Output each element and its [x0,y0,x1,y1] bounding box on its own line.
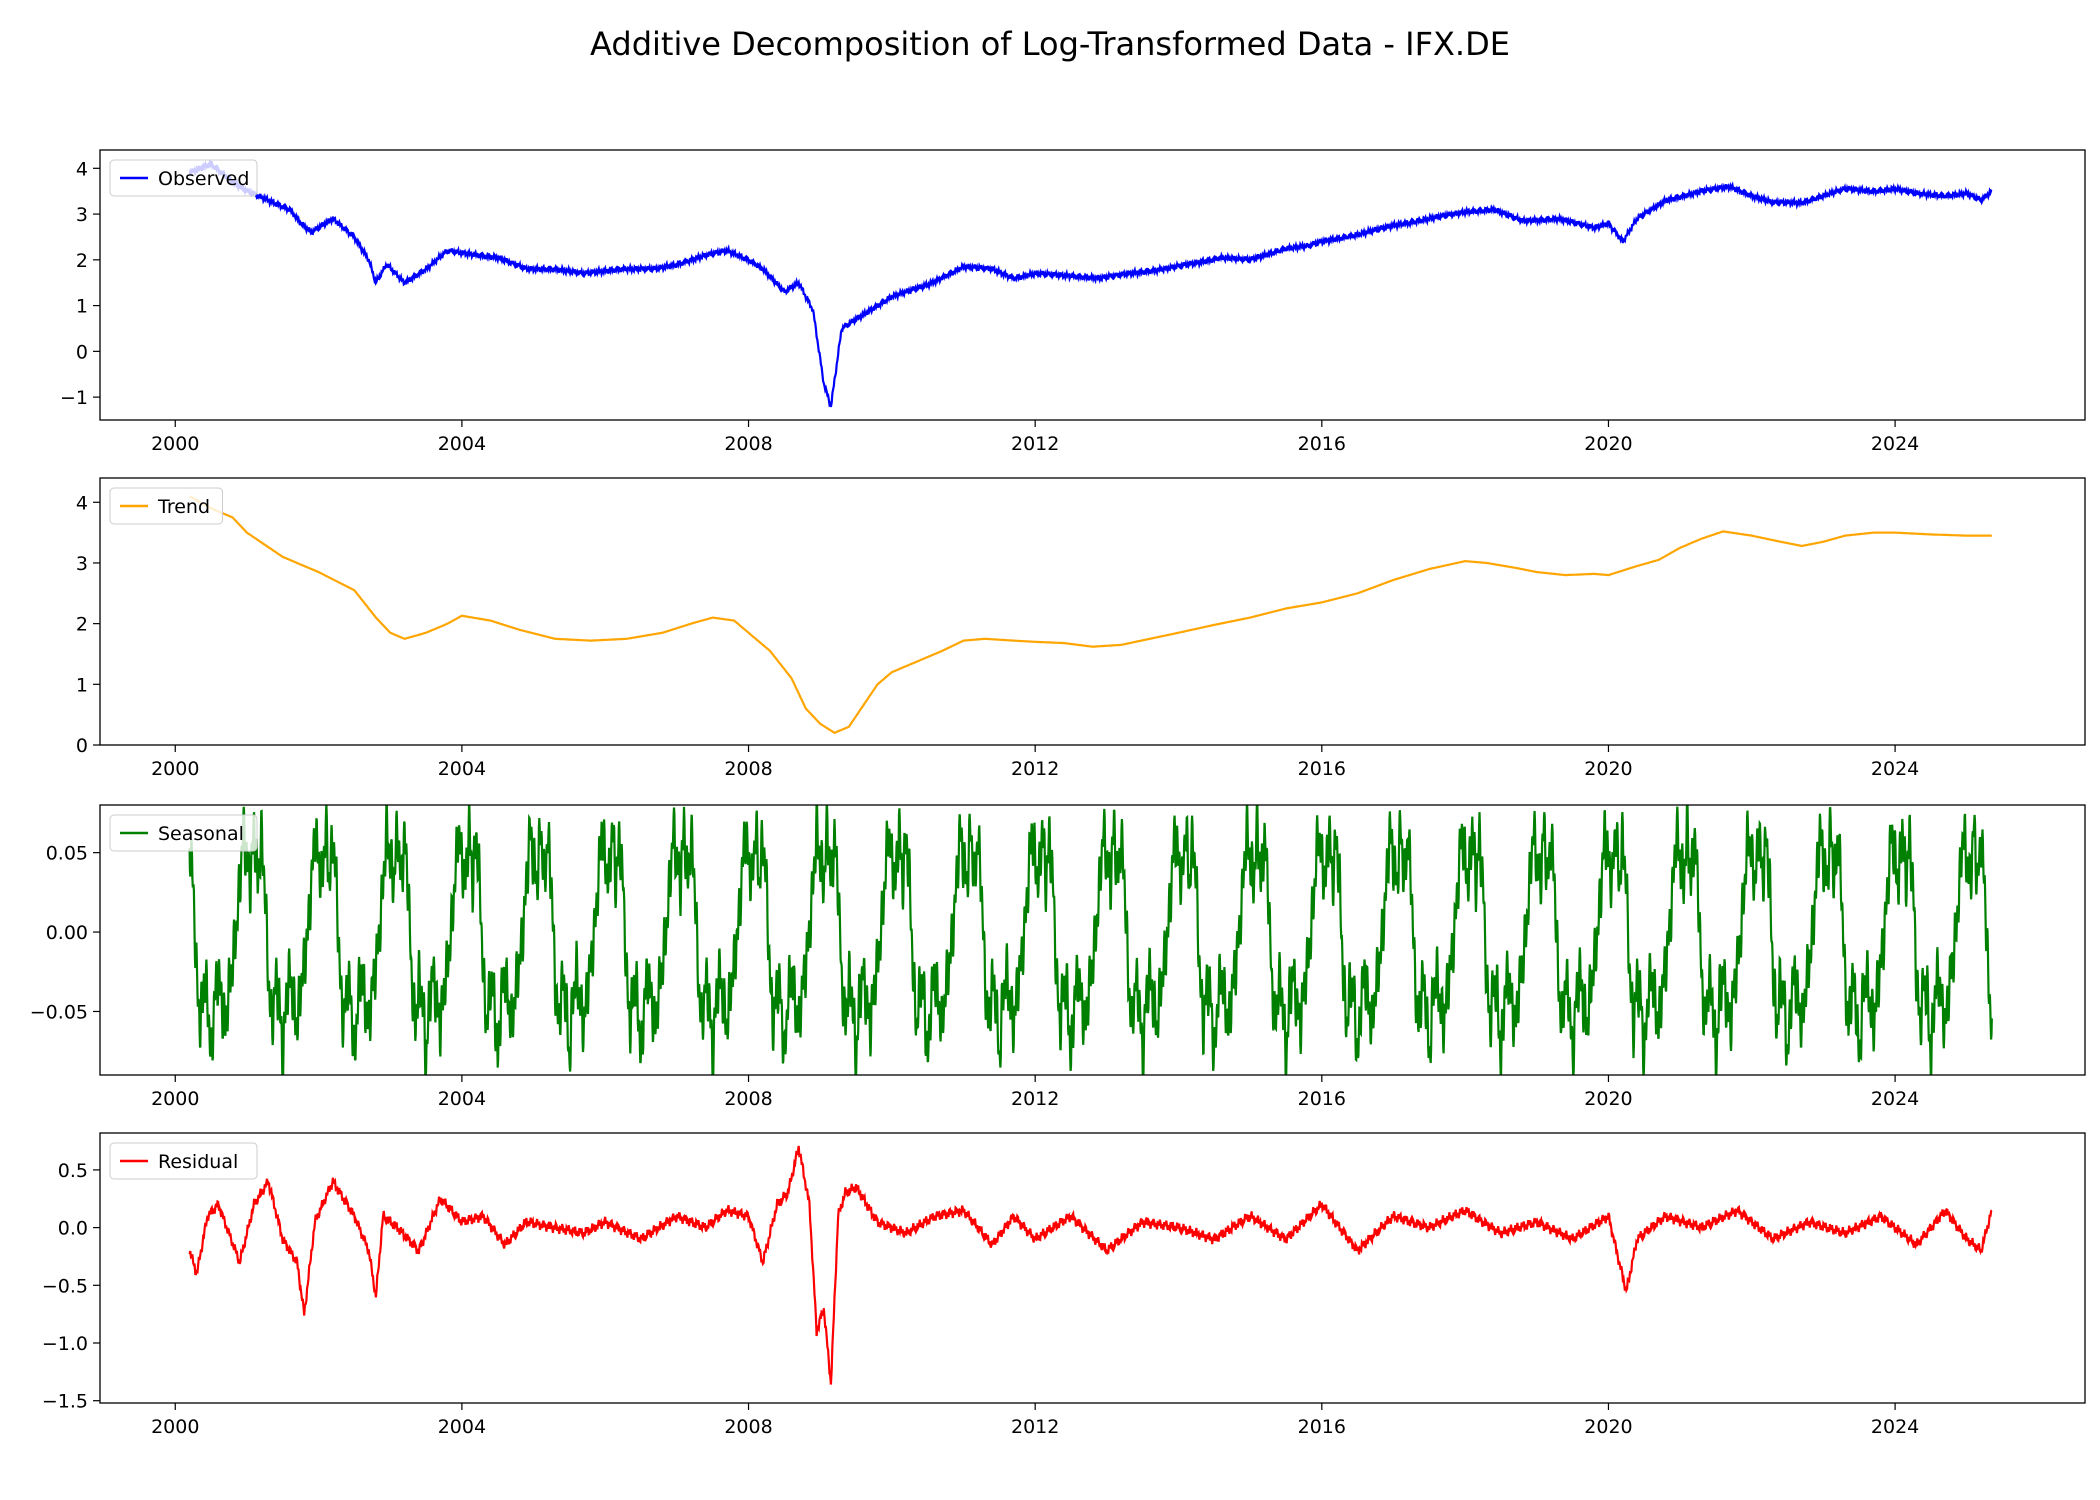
x-tick-label: 2004 [438,1088,486,1110]
trend-legend: Trend [109,487,223,525]
residual-panel: 2000 2004 2008 2012 2016 2020 2024 −1.5 −1.0 −0.5… [42,1132,2086,1438]
x-tick-label: 2000 [151,433,199,455]
y-tick-label: 0.05 [46,843,88,865]
legend-box [109,814,258,852]
legend-label: Seasonal [158,823,244,845]
trend-axes-frame [99,477,2086,746]
seasonal-legend: Seasonal [109,814,258,852]
x-tick-label: 2012 [1011,758,1059,780]
x-tick-label: 2004 [438,1416,486,1438]
y-tick-label: 0.5 [58,1160,88,1182]
legend-box [109,159,258,197]
figure-title: Additive Decomposition of Log-Transforme… [590,25,1510,63]
x-tick-label: 2020 [1584,433,1632,455]
trend-series-line [189,495,1992,735]
observed-series-line [188,159,1993,408]
y-tick-label: 2 [76,614,88,636]
x-tick-label: 2008 [724,758,772,780]
trend-panel: 2000 2004 2008 2012 2016 2020 2024 0 1 2 3 4 Trend [76,477,2086,780]
x-tick-label: 2000 [151,1088,199,1110]
x-tick-label: 2008 [724,1088,772,1110]
legend-label: Observed [158,168,249,190]
residual-series-line [188,1145,1993,1385]
x-tick-label: 2024 [1871,433,1919,455]
x-tick-label: 2004 [438,433,486,455]
legend-label: Residual [158,1151,238,1173]
x-tick-label: 2020 [1584,1088,1632,1110]
x-tick-label: 2012 [1011,1088,1059,1110]
observed-axes-frame [99,149,2086,421]
x-tick-label: 2024 [1871,1416,1919,1438]
x-tick-label: 2000 [151,1416,199,1438]
x-tick-label: 2020 [1584,758,1632,780]
observed-panel: 2000 2004 2008 2012 2016 2020 2024 −1 0 1 2 3 4 Obser… [60,149,2086,455]
y-tick-label: 4 [76,158,88,180]
x-tick-label: 2020 [1584,1416,1632,1438]
x-tick-label: 2012 [1011,1416,1059,1438]
y-tick-label: 0.00 [46,922,88,944]
y-tick-label: −1.0 [42,1333,88,1355]
y-tick-label: 3 [76,553,88,575]
legend-box [109,487,223,525]
y-tick-label: 0.0 [58,1218,88,1240]
x-tick-label: 2024 [1871,1088,1919,1110]
y-tick-label: −1 [60,387,88,409]
y-tick-label: −0.05 [30,1001,88,1023]
y-tick-label: 0 [76,735,88,757]
y-tick-label: −0.5 [42,1275,88,1297]
seasonal-panel: 2000 2004 2008 2012 2016 2020 2024 −0.05 0.00 0.0… [30,804,2086,1110]
y-tick-label: −1.5 [42,1391,88,1413]
seasonal-axes-frame [99,804,2086,1076]
y-tick-label: 2 [76,250,88,272]
x-tick-label: 2024 [1871,758,1919,780]
x-tick-label: 2016 [1298,1088,1346,1110]
observed-legend: Observed [109,159,258,197]
x-tick-label: 2012 [1011,433,1059,455]
x-tick-label: 2000 [151,758,199,780]
legend-label: Trend [157,496,210,518]
y-tick-label: 3 [76,204,88,226]
x-tick-label: 2016 [1298,1416,1346,1438]
y-tick-label: 1 [76,674,88,696]
y-tick-label: 0 [76,341,88,363]
residual-axes-frame [99,1132,2086,1404]
y-tick-label: 1 [76,296,88,318]
x-tick-label: 2016 [1298,433,1346,455]
x-tick-label: 2008 [724,1416,772,1438]
panels: 2000 2004 2008 2012 2016 2020 2024 −1 0 1 2 3 4 Obser… [30,149,2086,1438]
legend-box [109,1142,258,1180]
seasonal-series-line [188,805,1993,1075]
x-tick-label: 2016 [1298,758,1346,780]
residual-legend: Residual [109,1142,258,1180]
x-tick-label: 2004 [438,758,486,780]
y-tick-label: 4 [76,492,88,514]
x-tick-label: 2008 [724,433,772,455]
